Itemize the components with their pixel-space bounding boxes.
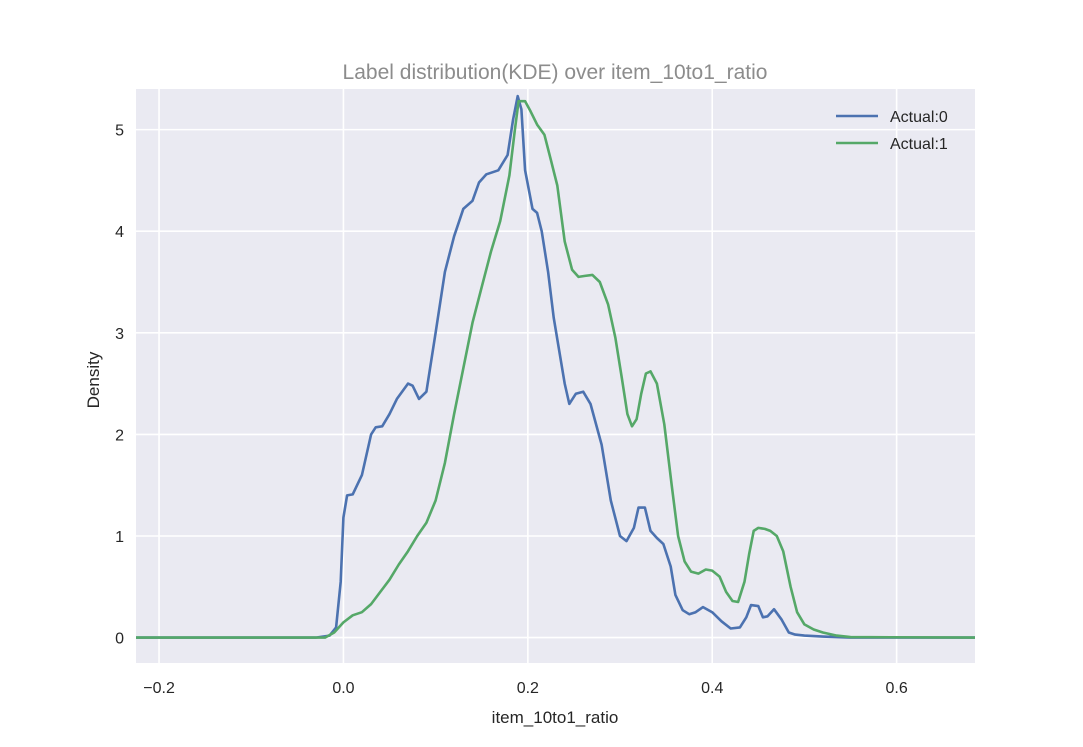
legend: Actual:0 Actual:1 xyxy=(836,109,948,153)
x-tick-label: 0.6 xyxy=(886,680,908,697)
chart-title: Label distribution(KDE) over item_10to1_… xyxy=(343,61,768,84)
x-tick-label: 0.0 xyxy=(332,680,354,697)
legend-label: Actual:0 xyxy=(890,109,948,126)
series-line-actual-0 xyxy=(136,94,975,639)
y-tick-label: 4 xyxy=(115,224,124,241)
x-tick-label: −0.2 xyxy=(143,680,175,697)
x-tick-labels: −0.2 0.0 0.2 0.4 0.6 xyxy=(143,680,908,697)
y-tick-label: 1 xyxy=(115,529,124,546)
x-tick-label: 0.4 xyxy=(701,680,723,697)
y-tick-label: 3 xyxy=(115,326,124,343)
legend-label: Actual:1 xyxy=(890,136,948,153)
y-tick-label: 2 xyxy=(115,427,124,444)
y-tick-label: 5 xyxy=(115,123,124,140)
x-tick-label: 0.2 xyxy=(517,680,539,697)
series-lines xyxy=(136,94,976,639)
series-line-actual-1 xyxy=(136,99,976,639)
y-tick-labels: 0 1 2 3 4 5 xyxy=(115,123,124,648)
x-axis-label: item_10to1_ratio xyxy=(492,708,619,727)
plot-background xyxy=(136,89,975,663)
y-tick-label: 0 xyxy=(115,631,124,648)
y-axis-label: Density xyxy=(84,351,103,408)
